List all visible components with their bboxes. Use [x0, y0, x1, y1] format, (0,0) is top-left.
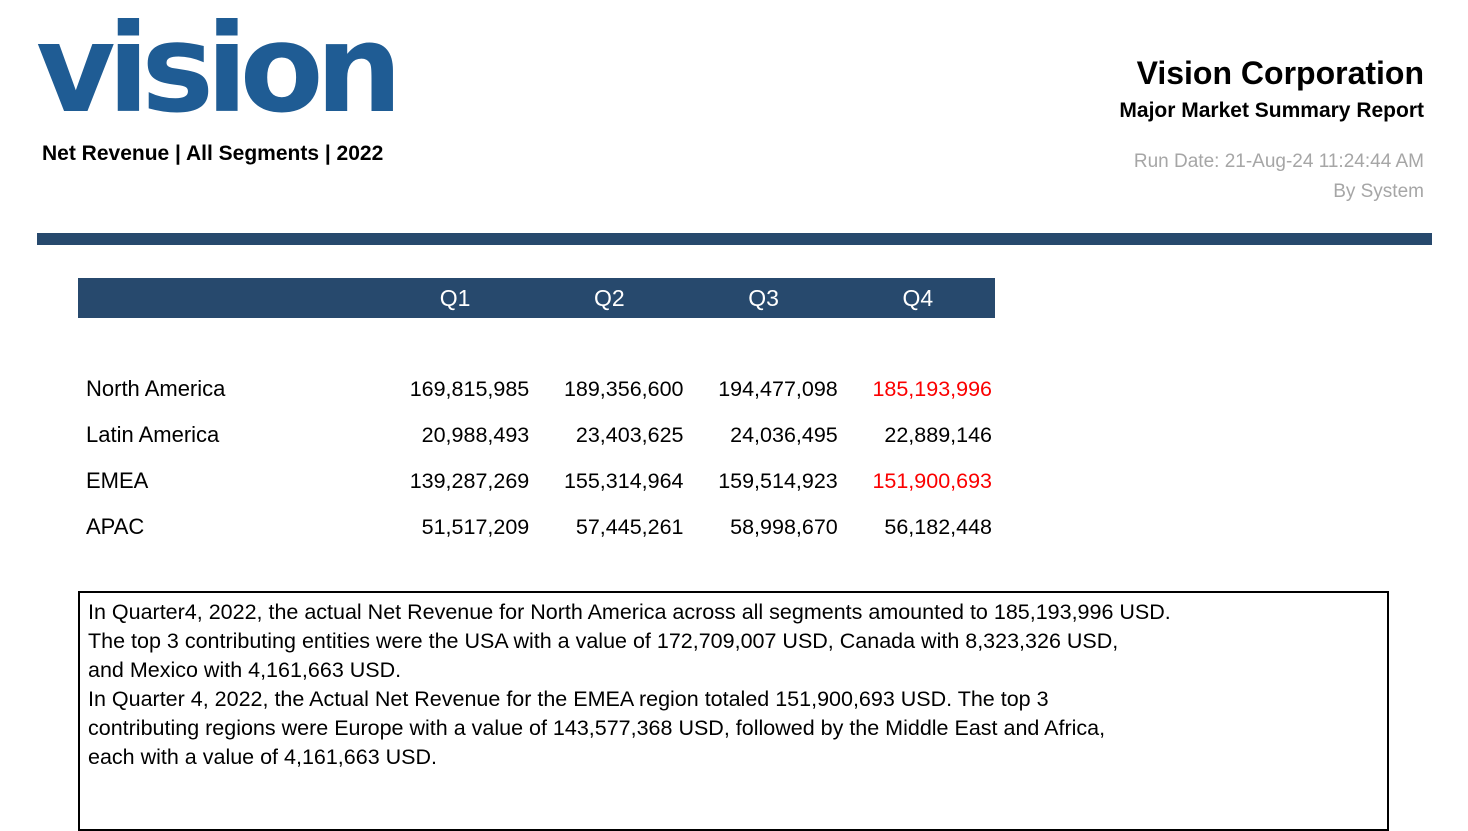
- run-by: By System: [1333, 181, 1424, 203]
- column-header-q2: Q2: [594, 284, 625, 311]
- revenue-cell: 169,815,985: [409, 376, 530, 401]
- table-row: APAC 51,517,209 57,445,261 58,998,670 56…: [78, 504, 995, 550]
- region-label: EMEA: [86, 468, 149, 493]
- report-scope-tagline: Net Revenue | All Segments | 2022: [42, 142, 384, 165]
- revenue-cell: 51,517,209: [421, 514, 530, 539]
- run-date: Run Date: 21-Aug-24 11:24:44 AM: [1133, 151, 1424, 173]
- revenue-cell: 57,445,261: [575, 514, 684, 539]
- revenue-cell: 151,900,693: [872, 468, 992, 493]
- quarterly-revenue-table: Q1 Q2 Q3 Q4 North America 169,815,985 18…: [78, 278, 995, 550]
- region-label: Latin America: [86, 422, 220, 447]
- narrative-line: contributing regions were Europe with a …: [88, 716, 1106, 740]
- table-row: EMEA 139,287,269 155,314,964 159,514,923…: [78, 458, 995, 504]
- revenue-cell: 139,287,269: [409, 468, 530, 493]
- region-label: APAC: [86, 514, 145, 539]
- table-row: Latin America 20,988,493 23,403,625 24,0…: [78, 412, 995, 458]
- revenue-cell: 155,314,964: [563, 468, 684, 493]
- report-title: Major Market Summary Report: [1119, 99, 1424, 123]
- column-header-q1: Q1: [439, 284, 471, 311]
- table-row: North America 169,815,985 189,356,600 19…: [78, 366, 995, 412]
- revenue-cell: 185,193,996: [872, 376, 992, 401]
- narrative-line: and Mexico with 4,161,663 USD.: [88, 658, 402, 682]
- table-body: North America 169,815,985 189,356,600 19…: [78, 366, 995, 550]
- narrative-line: each with a value of 4,161,663 USD.: [88, 745, 437, 769]
- header-divider-bar: [37, 233, 1432, 245]
- revenue-cell: 159,514,923: [718, 468, 838, 493]
- column-header-q3: Q3: [748, 284, 779, 311]
- revenue-cell: 22,889,146: [884, 422, 992, 447]
- revenue-cell: 58,998,670: [730, 514, 838, 539]
- vision-logo: vision: [36, 0, 402, 140]
- narrative-summary-box: In Quarter4, 2022, the actual Net Revenu…: [78, 591, 1389, 831]
- revenue-cell: 20,988,493: [421, 422, 530, 447]
- table-header-row: Q1 Q2 Q3 Q4: [78, 278, 995, 318]
- revenue-cell: 24,036,495: [730, 422, 838, 447]
- revenue-cell: 189,356,600: [563, 376, 684, 401]
- narrative-line: The top 3 contributing entities were the…: [88, 629, 1119, 653]
- revenue-cell: 56,182,448: [884, 514, 992, 539]
- company-name: Vision Corporation: [1136, 55, 1424, 91]
- column-header-q4: Q4: [902, 284, 934, 311]
- report-header-right: Vision Corporation Major Market Summary …: [1119, 55, 1424, 203]
- narrative-line: In Quarter4, 2022, the actual Net Revenu…: [88, 600, 1171, 624]
- revenue-cell: 194,477,098: [718, 376, 838, 401]
- narrative-line: In Quarter 4, 2022, the Actual Net Reven…: [88, 687, 1049, 711]
- revenue-cell: 23,403,625: [575, 422, 684, 447]
- region-label: North America: [86, 376, 226, 401]
